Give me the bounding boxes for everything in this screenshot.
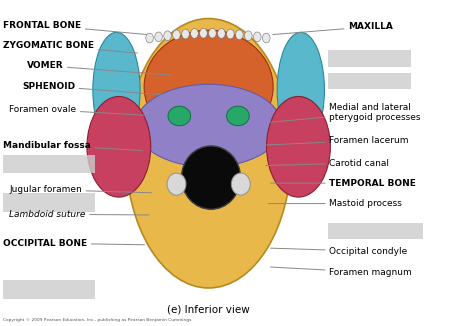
Ellipse shape [263, 33, 270, 43]
Ellipse shape [266, 96, 330, 197]
Ellipse shape [146, 33, 154, 43]
FancyBboxPatch shape [3, 155, 95, 173]
Text: Foramen ovale: Foramen ovale [9, 105, 154, 116]
Ellipse shape [103, 106, 148, 174]
Ellipse shape [144, 30, 273, 143]
FancyBboxPatch shape [3, 193, 95, 212]
Ellipse shape [173, 30, 180, 40]
Ellipse shape [167, 173, 186, 195]
Text: Carotid canal: Carotid canal [266, 158, 389, 168]
Ellipse shape [209, 28, 216, 38]
Ellipse shape [87, 96, 151, 197]
Text: TEMPORAL BONE: TEMPORAL BONE [271, 179, 416, 188]
FancyBboxPatch shape [328, 223, 423, 239]
FancyBboxPatch shape [328, 73, 411, 89]
Text: Foramen magnum: Foramen magnum [271, 267, 412, 277]
Ellipse shape [227, 106, 249, 126]
Text: SPHENOID: SPHENOID [22, 82, 161, 95]
FancyBboxPatch shape [328, 50, 411, 67]
Text: OCCIPITAL BONE: OCCIPITAL BONE [3, 239, 145, 248]
Ellipse shape [200, 28, 207, 38]
Ellipse shape [164, 31, 171, 41]
Text: Foramen lacerum: Foramen lacerum [266, 136, 409, 145]
Text: Mastoid process: Mastoid process [268, 199, 402, 208]
Ellipse shape [231, 173, 250, 195]
Text: Lambdoid suture: Lambdoid suture [9, 210, 149, 219]
Ellipse shape [191, 29, 198, 38]
Ellipse shape [182, 29, 189, 39]
Ellipse shape [218, 29, 225, 38]
Text: VOMER: VOMER [27, 61, 172, 75]
Ellipse shape [245, 31, 252, 41]
Ellipse shape [236, 30, 243, 40]
Text: Medial and lateral
pterygoid processes: Medial and lateral pterygoid processes [271, 103, 420, 122]
Ellipse shape [155, 32, 162, 42]
Text: (e) Inferior view: (e) Inferior view [167, 305, 250, 315]
Text: MAXILLA: MAXILLA [273, 22, 393, 35]
Text: Jugular foramen: Jugular foramen [9, 185, 152, 194]
Ellipse shape [93, 32, 140, 148]
Text: FRONTAL BONE: FRONTAL BONE [3, 21, 147, 35]
Ellipse shape [136, 84, 282, 167]
Ellipse shape [277, 32, 324, 148]
Ellipse shape [269, 106, 314, 174]
Text: Mandibular fossa: Mandibular fossa [3, 141, 142, 151]
Ellipse shape [182, 146, 240, 209]
FancyBboxPatch shape [3, 280, 95, 299]
Ellipse shape [150, 178, 273, 243]
Text: Occipital condyle: Occipital condyle [271, 247, 408, 256]
Ellipse shape [168, 106, 191, 126]
Ellipse shape [227, 29, 234, 39]
Ellipse shape [254, 32, 261, 42]
Text: Copyright © 2009 Pearson Education, Inc., publishing as Pearson Benjamin Cumming: Copyright © 2009 Pearson Education, Inc.… [3, 318, 191, 322]
Text: ZYGOMATIC BONE: ZYGOMATIC BONE [3, 41, 137, 53]
Ellipse shape [126, 19, 292, 288]
